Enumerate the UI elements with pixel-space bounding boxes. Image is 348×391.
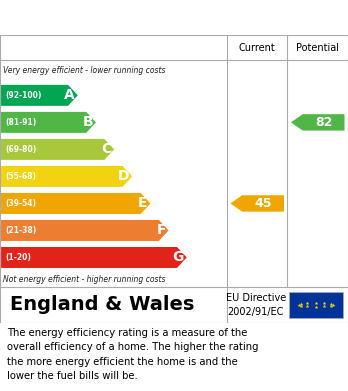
Polygon shape xyxy=(291,114,345,131)
Text: (92-100): (92-100) xyxy=(5,91,42,100)
Text: F: F xyxy=(156,224,166,237)
Text: (81-91): (81-91) xyxy=(5,118,37,127)
FancyBboxPatch shape xyxy=(289,292,343,318)
Text: Current: Current xyxy=(239,43,276,53)
Text: B: B xyxy=(82,115,93,129)
Text: D: D xyxy=(118,169,129,183)
Polygon shape xyxy=(1,247,187,268)
Text: G: G xyxy=(173,251,184,264)
Text: England & Wales: England & Wales xyxy=(10,296,195,314)
Text: Potential: Potential xyxy=(296,43,339,53)
Polygon shape xyxy=(1,112,96,133)
Text: Very energy efficient - lower running costs: Very energy efficient - lower running co… xyxy=(3,66,166,75)
Text: A: A xyxy=(64,88,75,102)
Text: C: C xyxy=(101,142,111,156)
Text: E: E xyxy=(138,196,148,210)
Polygon shape xyxy=(1,85,78,106)
Text: EU Directive
2002/91/EC: EU Directive 2002/91/EC xyxy=(226,293,286,317)
Text: (69-80): (69-80) xyxy=(5,145,37,154)
Text: 82: 82 xyxy=(315,116,332,129)
Polygon shape xyxy=(1,193,150,214)
Text: 45: 45 xyxy=(254,197,272,210)
Text: (1-20): (1-20) xyxy=(5,253,31,262)
Text: (39-54): (39-54) xyxy=(5,199,36,208)
Text: The energy efficiency rating is a measure of the
overall efficiency of a home. T: The energy efficiency rating is a measur… xyxy=(7,328,259,381)
Text: Energy Efficiency Rating: Energy Efficiency Rating xyxy=(10,9,239,27)
Text: Not energy efficient - higher running costs: Not energy efficient - higher running co… xyxy=(3,275,166,284)
Text: (21-38): (21-38) xyxy=(5,226,37,235)
Polygon shape xyxy=(1,139,114,160)
Polygon shape xyxy=(1,220,168,241)
Polygon shape xyxy=(230,195,284,212)
Text: (55-68): (55-68) xyxy=(5,172,36,181)
Polygon shape xyxy=(1,166,132,187)
